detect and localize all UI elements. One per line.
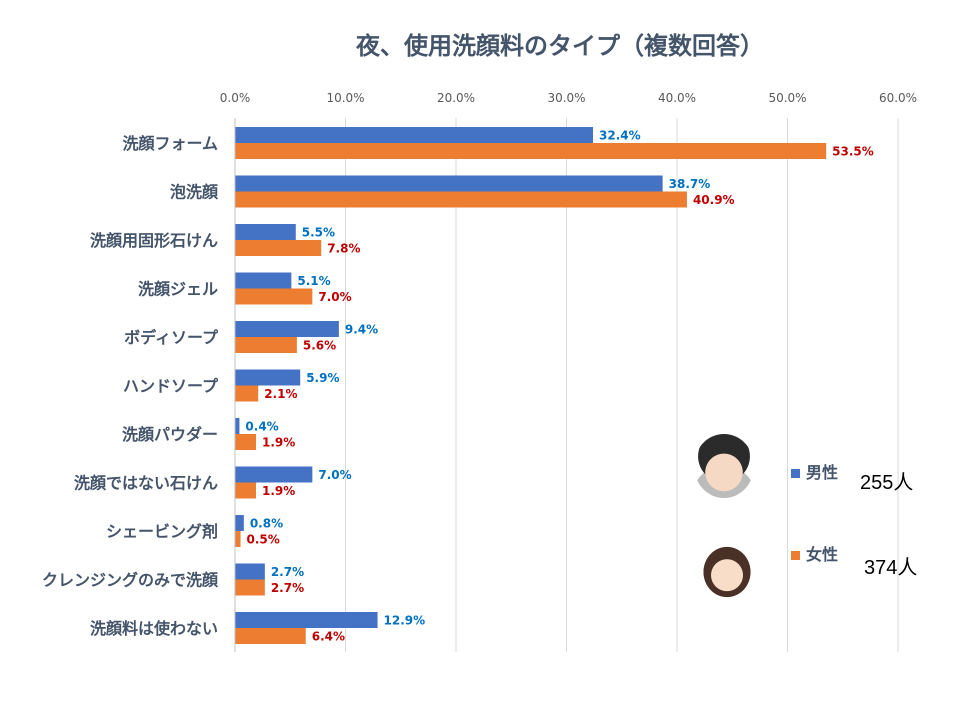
data-label: 40.9% bbox=[693, 193, 735, 207]
bar-female bbox=[235, 191, 687, 208]
data-label: 5.5% bbox=[302, 226, 335, 240]
bar-female bbox=[235, 143, 827, 159]
category-label: ボディソープ bbox=[124, 328, 219, 347]
x-tick-label: 50.0% bbox=[768, 91, 806, 105]
female-count: 374人 bbox=[864, 557, 918, 579]
bar-male bbox=[235, 272, 292, 289]
category-label: 泡洗顔 bbox=[170, 183, 219, 202]
category-label: クレンジングのみで洗顔 bbox=[42, 571, 219, 590]
data-label: 9.4% bbox=[345, 323, 378, 337]
data-label: 0.4% bbox=[245, 420, 278, 434]
male-count: 255人 bbox=[860, 472, 914, 494]
x-tick-label: 40.0% bbox=[658, 91, 696, 105]
legend-label: 男性 bbox=[806, 463, 838, 482]
x-tick-label: 0.0% bbox=[220, 91, 251, 105]
bar-male bbox=[235, 224, 296, 240]
category-label: 洗顔ジェル bbox=[138, 280, 218, 299]
bar-female bbox=[235, 288, 313, 305]
category-label: ハンドソープ bbox=[123, 377, 219, 396]
chart-title: 夜、使用洗顔料のタイプ（複数回答） bbox=[355, 32, 764, 60]
data-label: 2.7% bbox=[271, 565, 304, 579]
data-label: 1.9% bbox=[262, 436, 295, 450]
data-label: 38.7% bbox=[669, 177, 711, 191]
bar-male bbox=[235, 515, 244, 531]
data-label: 2.7% bbox=[271, 581, 304, 595]
data-label: 7.0% bbox=[318, 468, 351, 482]
bar-female bbox=[235, 337, 297, 353]
bar-female bbox=[235, 385, 259, 402]
bar-female bbox=[235, 579, 265, 596]
data-label: 6.4% bbox=[312, 630, 345, 644]
category-label: 洗顔フォーム bbox=[122, 134, 218, 153]
x-tick-label: 60.0% bbox=[879, 91, 917, 105]
data-label: 5.6% bbox=[303, 339, 336, 353]
data-label: 12.9% bbox=[384, 614, 426, 628]
data-label: 7.8% bbox=[327, 242, 360, 256]
category-label: 洗顔パウダー bbox=[122, 425, 218, 444]
category-label: 洗顔ではない石けん bbox=[74, 474, 218, 493]
data-label: 53.5% bbox=[832, 145, 874, 159]
male-avatar bbox=[694, 434, 754, 498]
data-label: 0.5% bbox=[247, 533, 280, 547]
category-label: 洗顔料は使わない bbox=[90, 619, 218, 638]
bar-male bbox=[235, 418, 240, 434]
data-label: 0.8% bbox=[250, 517, 283, 531]
bar-female bbox=[235, 240, 322, 256]
data-label: 2.1% bbox=[264, 387, 297, 401]
category-label: シェービング剤 bbox=[106, 522, 218, 541]
legend-label: 女性 bbox=[806, 545, 838, 564]
x-tick-label: 20.0% bbox=[437, 91, 475, 105]
bar-male bbox=[235, 127, 594, 143]
legend-swatch bbox=[791, 551, 800, 560]
bar-male bbox=[235, 466, 313, 483]
bar-male bbox=[235, 563, 265, 580]
bar-female bbox=[235, 434, 256, 450]
data-label: 5.1% bbox=[297, 274, 330, 288]
female-avatar bbox=[697, 540, 757, 604]
data-label: 5.9% bbox=[306, 371, 339, 385]
legend-swatch bbox=[791, 469, 800, 478]
bar-male bbox=[235, 175, 663, 192]
bar-female bbox=[235, 482, 256, 499]
bar-male bbox=[235, 321, 339, 337]
bar-male bbox=[235, 612, 378, 628]
bar-female bbox=[235, 628, 306, 644]
bar-male bbox=[235, 369, 301, 386]
category-label: 洗顔用固形石けん bbox=[90, 231, 218, 250]
bar-female bbox=[235, 531, 241, 547]
data-label: 32.4% bbox=[599, 129, 641, 143]
data-label: 1.9% bbox=[262, 484, 295, 498]
x-tick-label: 30.0% bbox=[547, 91, 585, 105]
data-label: 7.0% bbox=[318, 290, 351, 304]
x-tick-label: 10.0% bbox=[326, 91, 364, 105]
